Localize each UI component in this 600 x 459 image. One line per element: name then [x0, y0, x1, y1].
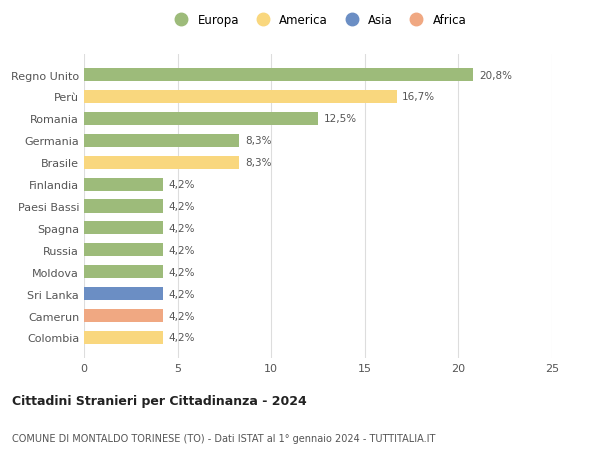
Bar [84, 178, 163, 191]
Bar [84, 156, 239, 169]
Text: 4,2%: 4,2% [168, 289, 195, 299]
Text: 8,3%: 8,3% [245, 158, 271, 168]
Text: 4,2%: 4,2% [168, 333, 195, 343]
Bar [84, 222, 163, 235]
Bar [84, 244, 163, 257]
Text: 4,2%: 4,2% [168, 245, 195, 255]
Bar [84, 134, 239, 147]
Bar [84, 69, 473, 82]
Text: 16,7%: 16,7% [402, 92, 436, 102]
Text: 4,2%: 4,2% [168, 180, 195, 190]
Bar [84, 309, 163, 322]
Text: 4,2%: 4,2% [168, 267, 195, 277]
Text: COMUNE DI MONTALDO TORINESE (TO) - Dati ISTAT al 1° gennaio 2024 - TUTTITALIA.IT: COMUNE DI MONTALDO TORINESE (TO) - Dati … [12, 433, 436, 442]
Bar [84, 112, 318, 126]
Text: Cittadini Stranieri per Cittadinanza - 2024: Cittadini Stranieri per Cittadinanza - 2… [12, 394, 307, 407]
Text: 4,2%: 4,2% [168, 224, 195, 233]
Legend: Europa, America, Asia, Africa: Europa, America, Asia, Africa [164, 10, 472, 32]
Text: 8,3%: 8,3% [245, 136, 271, 146]
Bar [84, 266, 163, 279]
Text: 12,5%: 12,5% [323, 114, 357, 124]
Text: 20,8%: 20,8% [479, 70, 512, 80]
Text: 4,2%: 4,2% [168, 311, 195, 321]
Bar [84, 331, 163, 344]
Bar [84, 200, 163, 213]
Text: 4,2%: 4,2% [168, 202, 195, 212]
Bar [84, 287, 163, 301]
Bar [84, 91, 397, 104]
